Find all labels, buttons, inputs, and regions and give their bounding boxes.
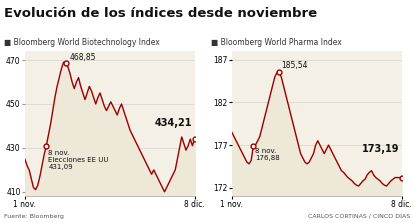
Text: 468,85: 468,85 [70,52,96,62]
Text: ■ Bloomberg World Pharma Index: ■ Bloomberg World Pharma Index [211,38,341,47]
Text: 434,21: 434,21 [154,118,192,128]
Text: Fuente: Bloomberg: Fuente: Bloomberg [4,214,64,219]
Text: 8 nov.
Elecciones EE UU
431,09: 8 nov. Elecciones EE UU 431,09 [48,150,109,170]
Text: CARLOS CORTINAS / CINCO DÍAS: CARLOS CORTINAS / CINCO DÍAS [307,213,409,219]
Text: 173,19: 173,19 [361,144,399,154]
Text: ■ Bloomberg World Biotechnology Index: ■ Bloomberg World Biotechnology Index [4,38,159,47]
Text: 185,54: 185,54 [280,61,307,70]
Text: Evolución de los índices desde noviembre: Evolución de los índices desde noviembre [4,7,316,20]
Text: 8 nov.
176,88: 8 nov. 176,88 [255,148,280,161]
